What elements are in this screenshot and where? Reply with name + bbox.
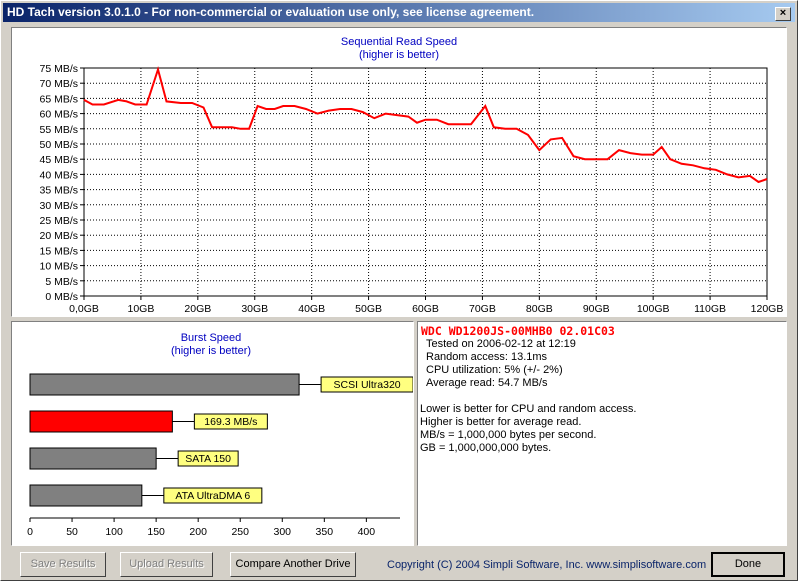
burst-x-tick-label: 100 (105, 526, 123, 538)
burst-label-box (193, 413, 268, 430)
read-chart-frame (83, 67, 768, 297)
burst-bar-label: SATA 150 (185, 453, 231, 465)
read-chart-grid (84, 68, 767, 296)
title-bar: HD Tach version 3.0.1.0 - For non-commer… (3, 3, 795, 22)
read-y-tick-label: 25 MB/s (39, 215, 78, 227)
read-y-tick-label: 5 MB/s (45, 276, 78, 288)
read-y-tick-label: 45 MB/s (39, 154, 78, 166)
burst-bar-label: 169.3 MB/s (204, 416, 257, 428)
drive-model: WDC WD1200JS-00MHB0 02.01C03 (421, 324, 615, 338)
tested-on: Tested on 2006-02-12 at 12:19 (426, 338, 576, 350)
burst-x-tick-label: 200 (189, 526, 207, 538)
done-button[interactable]: Done (711, 552, 785, 577)
read-y-tick-label: 35 MB/s (39, 185, 78, 197)
read-y-tick-label: 70 MB/s (39, 78, 78, 90)
burst-bar-label: ATA UltraDMA 6 (175, 490, 250, 502)
burst-bars: SCSI Ultra320 169.3 MB/s SATA 150 ATA Ultra… (29, 373, 414, 507)
burst-bar-label: SCSI Ultra320 (334, 379, 401, 391)
read-x-tick-label: 120GB (751, 303, 784, 315)
read-series-line (83, 65, 768, 184)
read-x-tick-label: 30GB (241, 303, 268, 315)
burst-speed-chart: Burst Speed (higher is better) SCSI Ultr… (27, 332, 414, 538)
close-button[interactable]: × (775, 7, 791, 21)
read-chart-subtitle: (higher is better) (359, 49, 439, 61)
read-x-tick-label: 50GB (355, 303, 382, 315)
burst-speed-panel: Burst Speed (higher is better) SCSI Ultr… (11, 321, 414, 546)
burst-label-box (163, 487, 263, 504)
burst-x-tick-label: 250 (231, 526, 249, 538)
read-y-tick-label: 75 MB/s (39, 63, 78, 75)
read-y-tick-label: 30 MB/s (39, 200, 78, 212)
read-y-tick-label: 10 MB/s (39, 261, 78, 273)
read-chart-title: Sequential Read Speed (341, 36, 457, 48)
note-higher-better: Higher is better for average read. (420, 416, 582, 428)
cpu-utilization: CPU utilization: 5% (+/- 2%) (426, 364, 563, 376)
read-x-tick-label: 90GB (583, 303, 610, 315)
burst-x-tick-label: 300 (274, 526, 292, 538)
read-y-tick-label: 65 MB/s (39, 93, 78, 105)
note-lower-better: Lower is better for CPU and random acces… (420, 403, 637, 415)
read-y-tick-label: 50 MB/s (39, 139, 78, 151)
burst-x-tick-label: 350 (316, 526, 334, 538)
read-x-tick-label: 60GB (412, 303, 439, 315)
close-icon: × (779, 7, 787, 19)
sequential-read-chart: Sequential Read Speed (higher is better)… (39, 36, 783, 315)
read-x-tick-label: 0,0GB (69, 303, 99, 315)
burst-bar (29, 373, 300, 396)
burst-x-tick-label: 400 (358, 526, 376, 538)
read-y-tick-label: 0 MB/s (45, 291, 78, 303)
average-read: Average read: 54.7 MB/s (426, 377, 548, 389)
burst-bar (29, 410, 173, 433)
read-y-tick-label: 20 MB/s (39, 230, 78, 242)
burst-label-box (177, 450, 239, 467)
burst-chart-x-ticks: 0 50 100 150 200 250 300 350 400 (27, 518, 375, 538)
read-chart-y-ticks: 0 MB/s 5 MB/s 10 MB/s 15 MB/s 20 MB/s 25 MB/s… (39, 63, 84, 303)
sequential-read-panel: Sequential Read Speed (higher is better)… (11, 27, 787, 317)
compare-another-drive-button[interactable]: Compare Another Drive (230, 552, 356, 577)
random-access: Random access: 13.1ms (426, 351, 548, 363)
note-gb: GB = 1,000,000,000 bytes. (420, 442, 552, 454)
burst-x-tick-label: 150 (147, 526, 165, 538)
read-x-tick-label: 80GB (526, 303, 553, 315)
burst-x-tick-label: 50 (66, 526, 78, 538)
window-title: HD Tach version 3.0.1.0 - For non-commer… (7, 5, 535, 19)
upload-results-button[interactable]: Upload Results (120, 552, 213, 577)
drive-info-panel: WDC WD1200JS-00MHB0 02.01C03 Tested on 2… (417, 321, 787, 546)
copyright-text: Copyright (C) 2004 Simpli Software, Inc.… (387, 559, 707, 571)
read-x-tick-label: 20GB (184, 303, 211, 315)
read-x-tick-label: 40GB (298, 303, 325, 315)
burst-bar (29, 447, 157, 470)
read-y-tick-label: 60 MB/s (39, 109, 78, 121)
burst-bar (29, 484, 143, 507)
burst-x-tick-label: 0 (27, 526, 33, 538)
read-x-tick-label: 100GB (637, 303, 670, 315)
read-x-tick-label: 110GB (694, 303, 726, 315)
save-results-button[interactable]: Save Results (20, 552, 106, 577)
read-x-tick-label: 70GB (469, 303, 496, 315)
read-y-tick-label: 55 MB/s (39, 124, 78, 136)
note-mbs: MB/s = 1,000,000 bytes per second. (420, 429, 597, 441)
burst-chart-subtitle: (higher is better) (171, 345, 251, 357)
read-chart-x-ticks: 0,0GB 10GB 20GB 30GB 40GB 50GB 60GB 70GB 80GB 90G… (69, 296, 783, 315)
burst-chart-title: Burst Speed (181, 332, 242, 344)
read-x-tick-label: 10GB (127, 303, 154, 315)
read-y-tick-label: 15 MB/s (39, 245, 78, 257)
read-y-tick-label: 40 MB/s (39, 169, 78, 181)
